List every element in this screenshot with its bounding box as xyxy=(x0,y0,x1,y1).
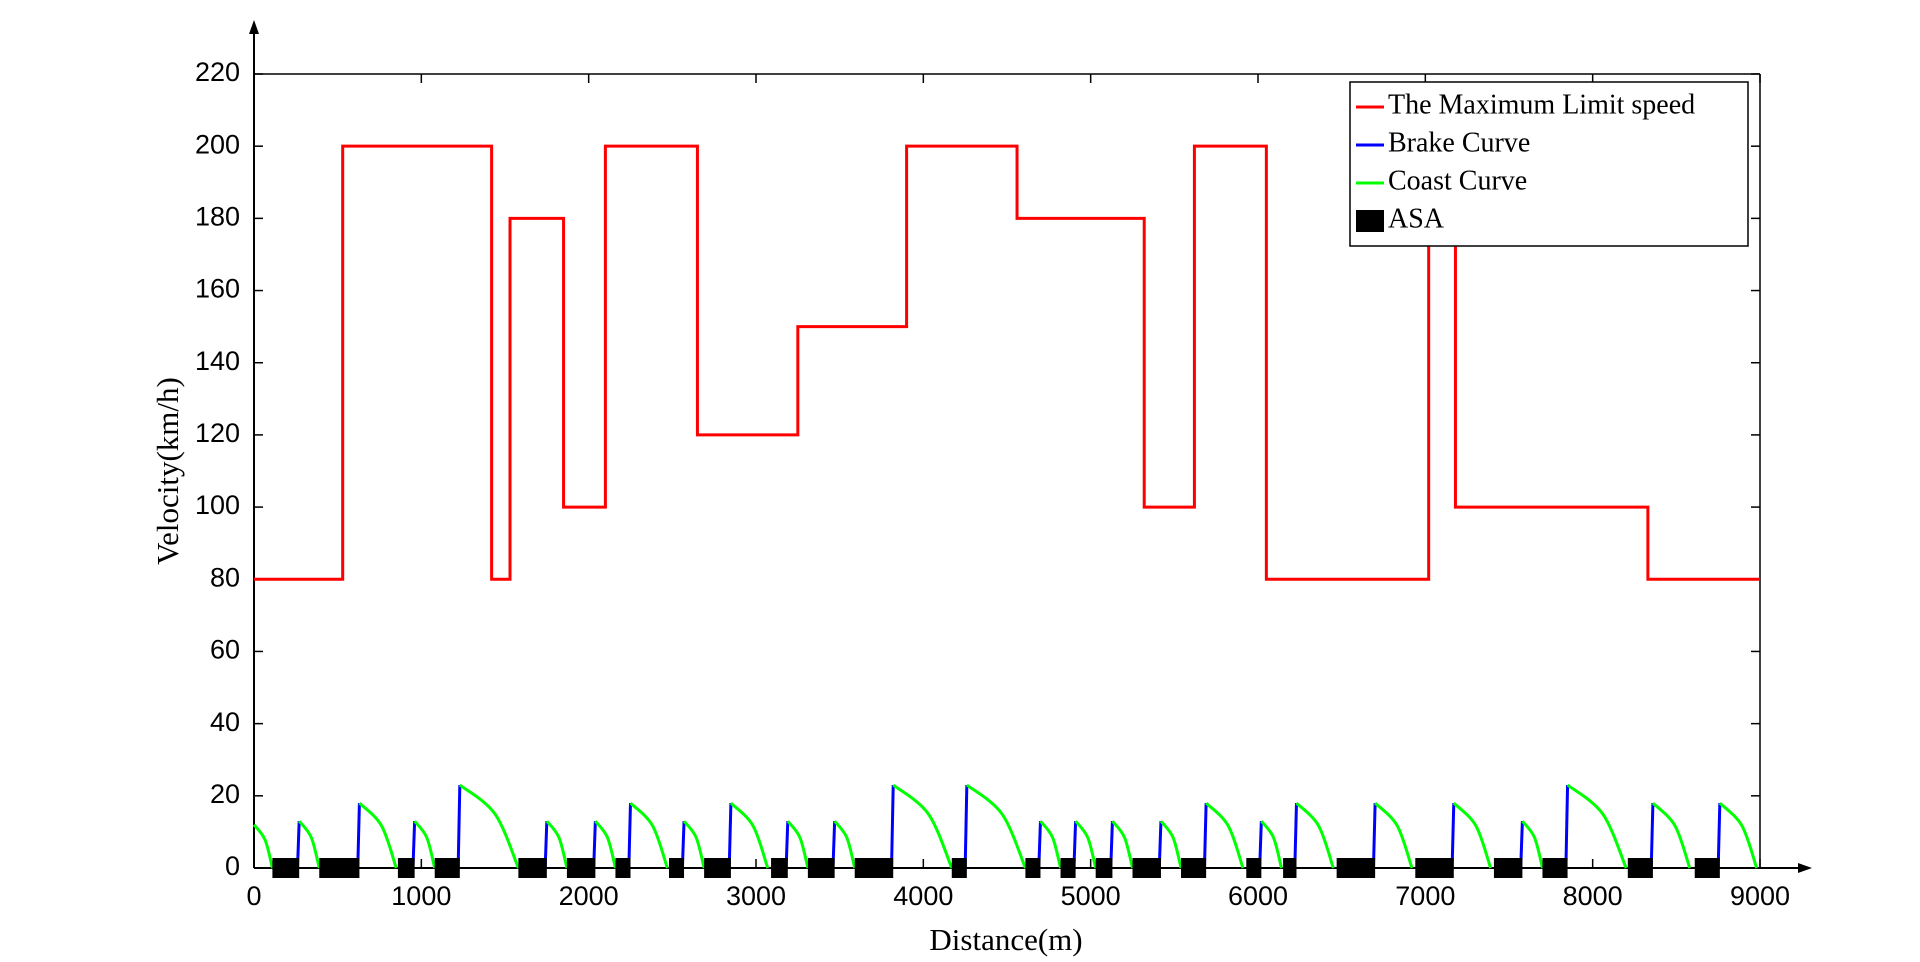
asa-segment xyxy=(615,858,631,878)
series-line xyxy=(729,801,770,869)
asa-segment xyxy=(272,858,300,878)
legend-label: Coast Curve xyxy=(1388,165,1527,196)
series-line xyxy=(458,783,520,869)
series-line xyxy=(1111,820,1134,869)
asa-segment xyxy=(704,858,731,878)
asa-segment xyxy=(854,858,894,878)
asa-segment xyxy=(1542,858,1568,878)
y-tick-label: 60 xyxy=(210,635,240,665)
x-axis-label: Distance(m) xyxy=(929,922,1082,957)
x-tick-label: 8000 xyxy=(1563,881,1623,911)
asa-segment xyxy=(1246,858,1262,878)
asa-segment xyxy=(951,858,967,878)
x-tick-label: 9000 xyxy=(1730,881,1790,911)
x-tick-label: 4000 xyxy=(893,881,953,911)
y-axis-arrow xyxy=(249,20,259,34)
y-tick-label: 200 xyxy=(195,129,240,159)
x-tick-label: 6000 xyxy=(1228,881,1288,911)
asa-segment xyxy=(566,858,596,878)
y-tick-label: 160 xyxy=(195,274,240,304)
y-tick-label: 220 xyxy=(195,57,240,87)
series-line xyxy=(629,801,669,869)
series-line xyxy=(1159,820,1183,869)
y-tick-label: 100 xyxy=(195,490,240,520)
y-tick-label: 80 xyxy=(210,562,240,592)
y-tick-label: 140 xyxy=(195,346,240,376)
legend-swatch xyxy=(1356,210,1384,232)
asa-segment xyxy=(1181,858,1207,878)
series-line xyxy=(682,820,706,869)
series-line xyxy=(1374,801,1414,869)
x-tick-label: 7000 xyxy=(1395,881,1455,911)
series-line xyxy=(413,820,437,869)
series-line xyxy=(1651,801,1692,869)
series-line xyxy=(456,784,462,869)
series-line xyxy=(786,820,810,869)
asa-segment xyxy=(397,858,415,878)
series-line xyxy=(1260,820,1283,869)
y-tick-label: 40 xyxy=(210,707,240,737)
asa-segment xyxy=(434,858,460,878)
series-line xyxy=(892,783,954,869)
legend: The Maximum Limit speed Brake Curve Coast … xyxy=(1349,81,1749,247)
asa-segment xyxy=(1132,858,1161,878)
y-tick-label: 180 xyxy=(195,201,240,231)
asa-segment xyxy=(1095,858,1113,878)
series-line xyxy=(594,820,617,869)
y-tick-label: 20 xyxy=(210,779,240,809)
series-line xyxy=(1521,820,1544,869)
y-tick-label: 120 xyxy=(195,418,240,448)
series-line xyxy=(1205,801,1245,869)
series-line xyxy=(1039,820,1063,869)
series-line xyxy=(358,801,398,869)
y-axis-label: Velocity(km/h) xyxy=(150,377,185,565)
series-line xyxy=(965,783,1027,869)
x-tick-label: 5000 xyxy=(1061,881,1121,911)
x-tick-label: 0 xyxy=(246,881,261,911)
series-line xyxy=(1295,801,1335,869)
asa-segment xyxy=(1415,858,1454,878)
series-line xyxy=(963,784,969,869)
series-line xyxy=(833,820,857,869)
asa-segment xyxy=(319,858,360,878)
legend-label: The Maximum Limit speed xyxy=(1388,89,1695,120)
asa-segment xyxy=(1694,858,1720,878)
series-line xyxy=(1452,801,1493,869)
asa-segment xyxy=(668,858,685,878)
asa-segment xyxy=(1025,858,1041,878)
series-line xyxy=(1564,784,1570,869)
x-tick-label: 1000 xyxy=(391,881,451,911)
x-tick-label: 3000 xyxy=(726,881,786,911)
series-line xyxy=(297,820,321,869)
legend-box xyxy=(1349,81,1749,247)
x-tick-label: 2000 xyxy=(559,881,619,911)
asa-segment xyxy=(1627,858,1653,878)
series-line xyxy=(1074,820,1098,869)
series-line xyxy=(1718,801,1759,869)
series-line xyxy=(545,820,569,869)
asa-segment xyxy=(1060,858,1076,878)
legend-label: Brake Curve xyxy=(1388,127,1530,158)
asa-segment xyxy=(1283,858,1297,878)
series-line xyxy=(252,823,274,869)
legend-label: ASA xyxy=(1388,203,1445,234)
series-line xyxy=(1566,783,1628,869)
asa-segment xyxy=(1493,858,1523,878)
y-tick-label: 0 xyxy=(225,851,240,881)
asa-segment xyxy=(1336,858,1376,878)
series-line xyxy=(890,784,895,869)
x-axis-arrow xyxy=(1798,863,1812,873)
asa-segment xyxy=(518,858,547,878)
asa-segment xyxy=(771,858,788,878)
asa-segment xyxy=(807,858,835,878)
